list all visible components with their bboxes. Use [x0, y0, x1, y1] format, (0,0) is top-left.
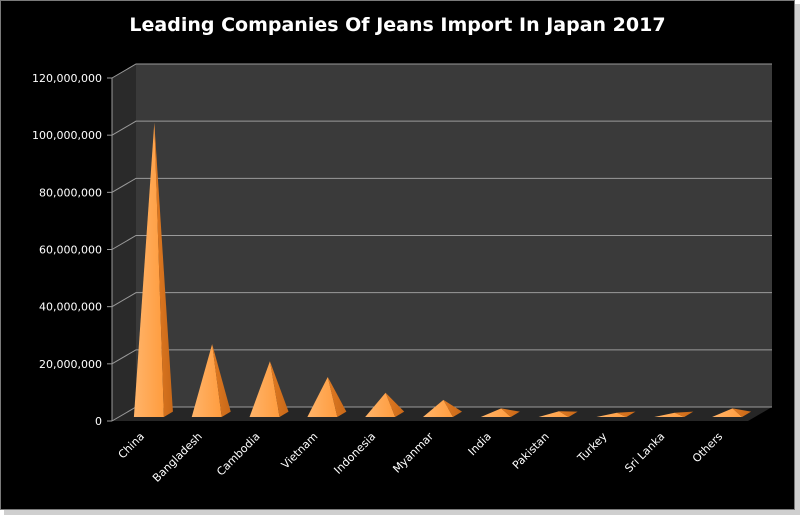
- gridline: [111, 292, 772, 308]
- bar-front-face: [538, 411, 569, 417]
- bar-side-face: [327, 376, 347, 417]
- y-tick-label: 0: [95, 415, 102, 428]
- bar-side-face: [154, 122, 173, 417]
- bar-vietnam: [307, 376, 347, 417]
- x-tick-label: Others: [690, 430, 726, 466]
- bar-side-face: [616, 411, 636, 417]
- bar-side-face: [674, 411, 694, 417]
- bar-bangladesh: [191, 344, 231, 417]
- bar-front-face: [712, 408, 743, 417]
- y-tick-label: 40,000,000: [39, 301, 102, 314]
- chart-bars: [133, 122, 752, 417]
- chart-title: Leading Companies Of Jeans Import In Jap…: [129, 14, 666, 36]
- gridline: [111, 63, 772, 79]
- bar-front-face: [423, 399, 453, 417]
- bar-side-face: [269, 361, 289, 417]
- bar-side-face: [732, 408, 752, 417]
- bar-pakistan: [538, 411, 578, 417]
- y-axis-ticks: 0 20,000,000 40,000,000 60,000,000 80,000,00…: [32, 72, 102, 428]
- bar-china: [133, 122, 173, 417]
- x-axis-ticks: China Bangladesh Cambodia Vietnam Indonesia M…: [116, 430, 726, 485]
- bar-front-face: [249, 361, 280, 417]
- y-tick-label: 100,000,000: [32, 129, 102, 142]
- x-tick-label: India: [466, 430, 494, 458]
- bar-front-face: [596, 412, 627, 417]
- bar-front-face: [191, 344, 222, 417]
- x-tick-label: Myanmar: [390, 430, 436, 476]
- gridline: [111, 235, 772, 250]
- y-tick-label: 20,000,000: [39, 358, 102, 371]
- bar-side-face: [212, 344, 231, 417]
- y-tick-label: 120,000,000: [32, 72, 102, 85]
- bar-side-face: [501, 408, 520, 417]
- x-tick-label: Indonesia: [331, 430, 378, 477]
- bar-turkey: [596, 411, 636, 417]
- bar-myanmar: [423, 399, 462, 417]
- bar-cambodia: [249, 361, 289, 417]
- x-tick-label: Pakistan: [510, 430, 552, 472]
- bar-front-face: [133, 122, 164, 417]
- bar-others: [712, 408, 752, 417]
- gridline: [111, 349, 772, 365]
- bar-sri-lanka: [654, 411, 694, 417]
- bar-side-face: [385, 392, 405, 417]
- y-tick-label: 60,000,000: [39, 244, 102, 257]
- bar-india: [480, 408, 520, 417]
- x-tick-label: Vietnam: [279, 430, 321, 472]
- gridline: [111, 120, 772, 136]
- x-tick-label: Sri Lanka: [622, 430, 667, 475]
- bar-side-face: [559, 411, 578, 417]
- bar-front-face: [654, 412, 685, 417]
- x-tick-label: China: [116, 430, 147, 461]
- y-tick-label: 80,000,000: [39, 186, 102, 199]
- chart-gridlines: [107, 63, 772, 422]
- frame-shadow-bottom: [4, 510, 800, 515]
- bar-front-face: [480, 408, 511, 417]
- bar-side-face: [443, 399, 462, 417]
- bar-front-face: [307, 376, 338, 417]
- x-tick-label: Turkey: [574, 430, 610, 466]
- x-tick-label: Bangladesh: [150, 430, 205, 485]
- bar-front-face: [365, 392, 396, 417]
- frame-shadow-right: [795, 4, 800, 514]
- gridline: [111, 177, 772, 193]
- x-tick-label: Cambodia: [214, 430, 263, 479]
- bar-indonesia: [365, 392, 405, 417]
